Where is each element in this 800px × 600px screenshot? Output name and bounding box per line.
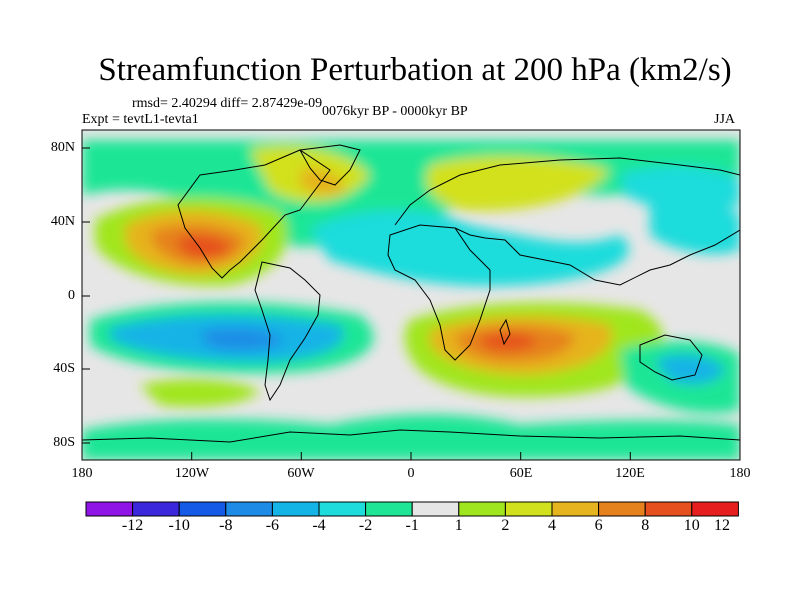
colorbar-label: 4 (548, 517, 556, 534)
coast-north-america (177, 149, 331, 279)
period-label: 0076kyr BP - 0000kyr BP (322, 104, 468, 119)
season-label: JJA (714, 112, 736, 127)
colorbar-swatch (551, 501, 600, 517)
x-tick-label: 120W (174, 466, 210, 481)
colorbar-swatch (411, 501, 460, 517)
colorbar-swatch (318, 501, 367, 517)
contour-field (82, 130, 740, 460)
coast-greenland (299, 144, 361, 186)
x-tick-label: 180 (729, 466, 751, 481)
coast-eurasia (394, 157, 740, 286)
tick-marks (81, 147, 741, 460)
colorbar-swatch (178, 501, 227, 517)
field-cyan-asia (650, 203, 740, 255)
coast-antarctica (82, 429, 740, 443)
colorbar-label: 8 (641, 517, 650, 534)
x-tick-label: 120E (615, 466, 645, 481)
colorbar-label: 6 (594, 517, 603, 534)
field-yellow-asia (426, 155, 610, 211)
field-red-sindian (479, 333, 538, 351)
colorbar-swatch (225, 501, 273, 517)
colorbar-swatch (598, 501, 646, 517)
field-orange-greenland (300, 168, 345, 196)
coastlines (82, 144, 740, 443)
colorbar-swatch (85, 501, 134, 517)
coast-south-america (254, 261, 321, 402)
colorbar-swatch (132, 501, 180, 517)
colorbar-label: 1 (454, 517, 463, 534)
field-green-south-band2 (82, 414, 740, 460)
field-red-npacific (177, 235, 232, 258)
field-blue-spacific (200, 328, 285, 350)
colorbar-label: -10 (168, 517, 190, 534)
experiment-label: Expt = tevtL1-tevta1 (82, 112, 199, 127)
colorbar-swatch (271, 501, 320, 517)
y-tick-label: 40N (50, 214, 75, 229)
x-tick-label: 0 (407, 466, 415, 481)
coast-africa (387, 224, 491, 361)
colorbar-label: 10 (683, 517, 700, 534)
x-tick-label: 60W (287, 466, 315, 481)
colorbar-swatch (644, 501, 693, 517)
y-tick-label: 0 (68, 288, 75, 303)
field-cyan-australia (655, 354, 725, 385)
colorbar-label: -2 (358, 517, 373, 534)
colorbar-label: 12 (714, 517, 730, 534)
field-cyan-siberia (620, 165, 740, 211)
colorbar-label: -6 (265, 517, 280, 534)
colorbar-label: 2 (501, 517, 510, 534)
colorbar-swatch (691, 501, 739, 517)
chart-title: Streamfunction Perturbation at 200 hPa (… (98, 52, 732, 88)
colorbar (85, 501, 739, 517)
colorbar-swatch (365, 501, 413, 517)
x-tick-label: 60E (509, 466, 533, 481)
field-green-south-band (140, 378, 260, 407)
colorbar-label: -12 (121, 517, 144, 534)
y-tick-label: 80S (53, 435, 75, 450)
x-tick-label: 180 (71, 466, 93, 481)
coast-madagascar (499, 318, 511, 346)
y-tick-label: 40S (53, 361, 75, 376)
colorbar-label: -1 (405, 517, 419, 534)
colorbar-label: -8 (219, 517, 233, 534)
colorbar-swatch (504, 501, 553, 517)
colorbar-label: -4 (312, 517, 326, 534)
stats-label: rmsd= 2.40294 diff= 2.87429e-09 (132, 96, 323, 111)
y-tick-label: 80N (50, 140, 75, 155)
colorbar-swatch (458, 501, 506, 517)
coast-australia (639, 334, 703, 381)
